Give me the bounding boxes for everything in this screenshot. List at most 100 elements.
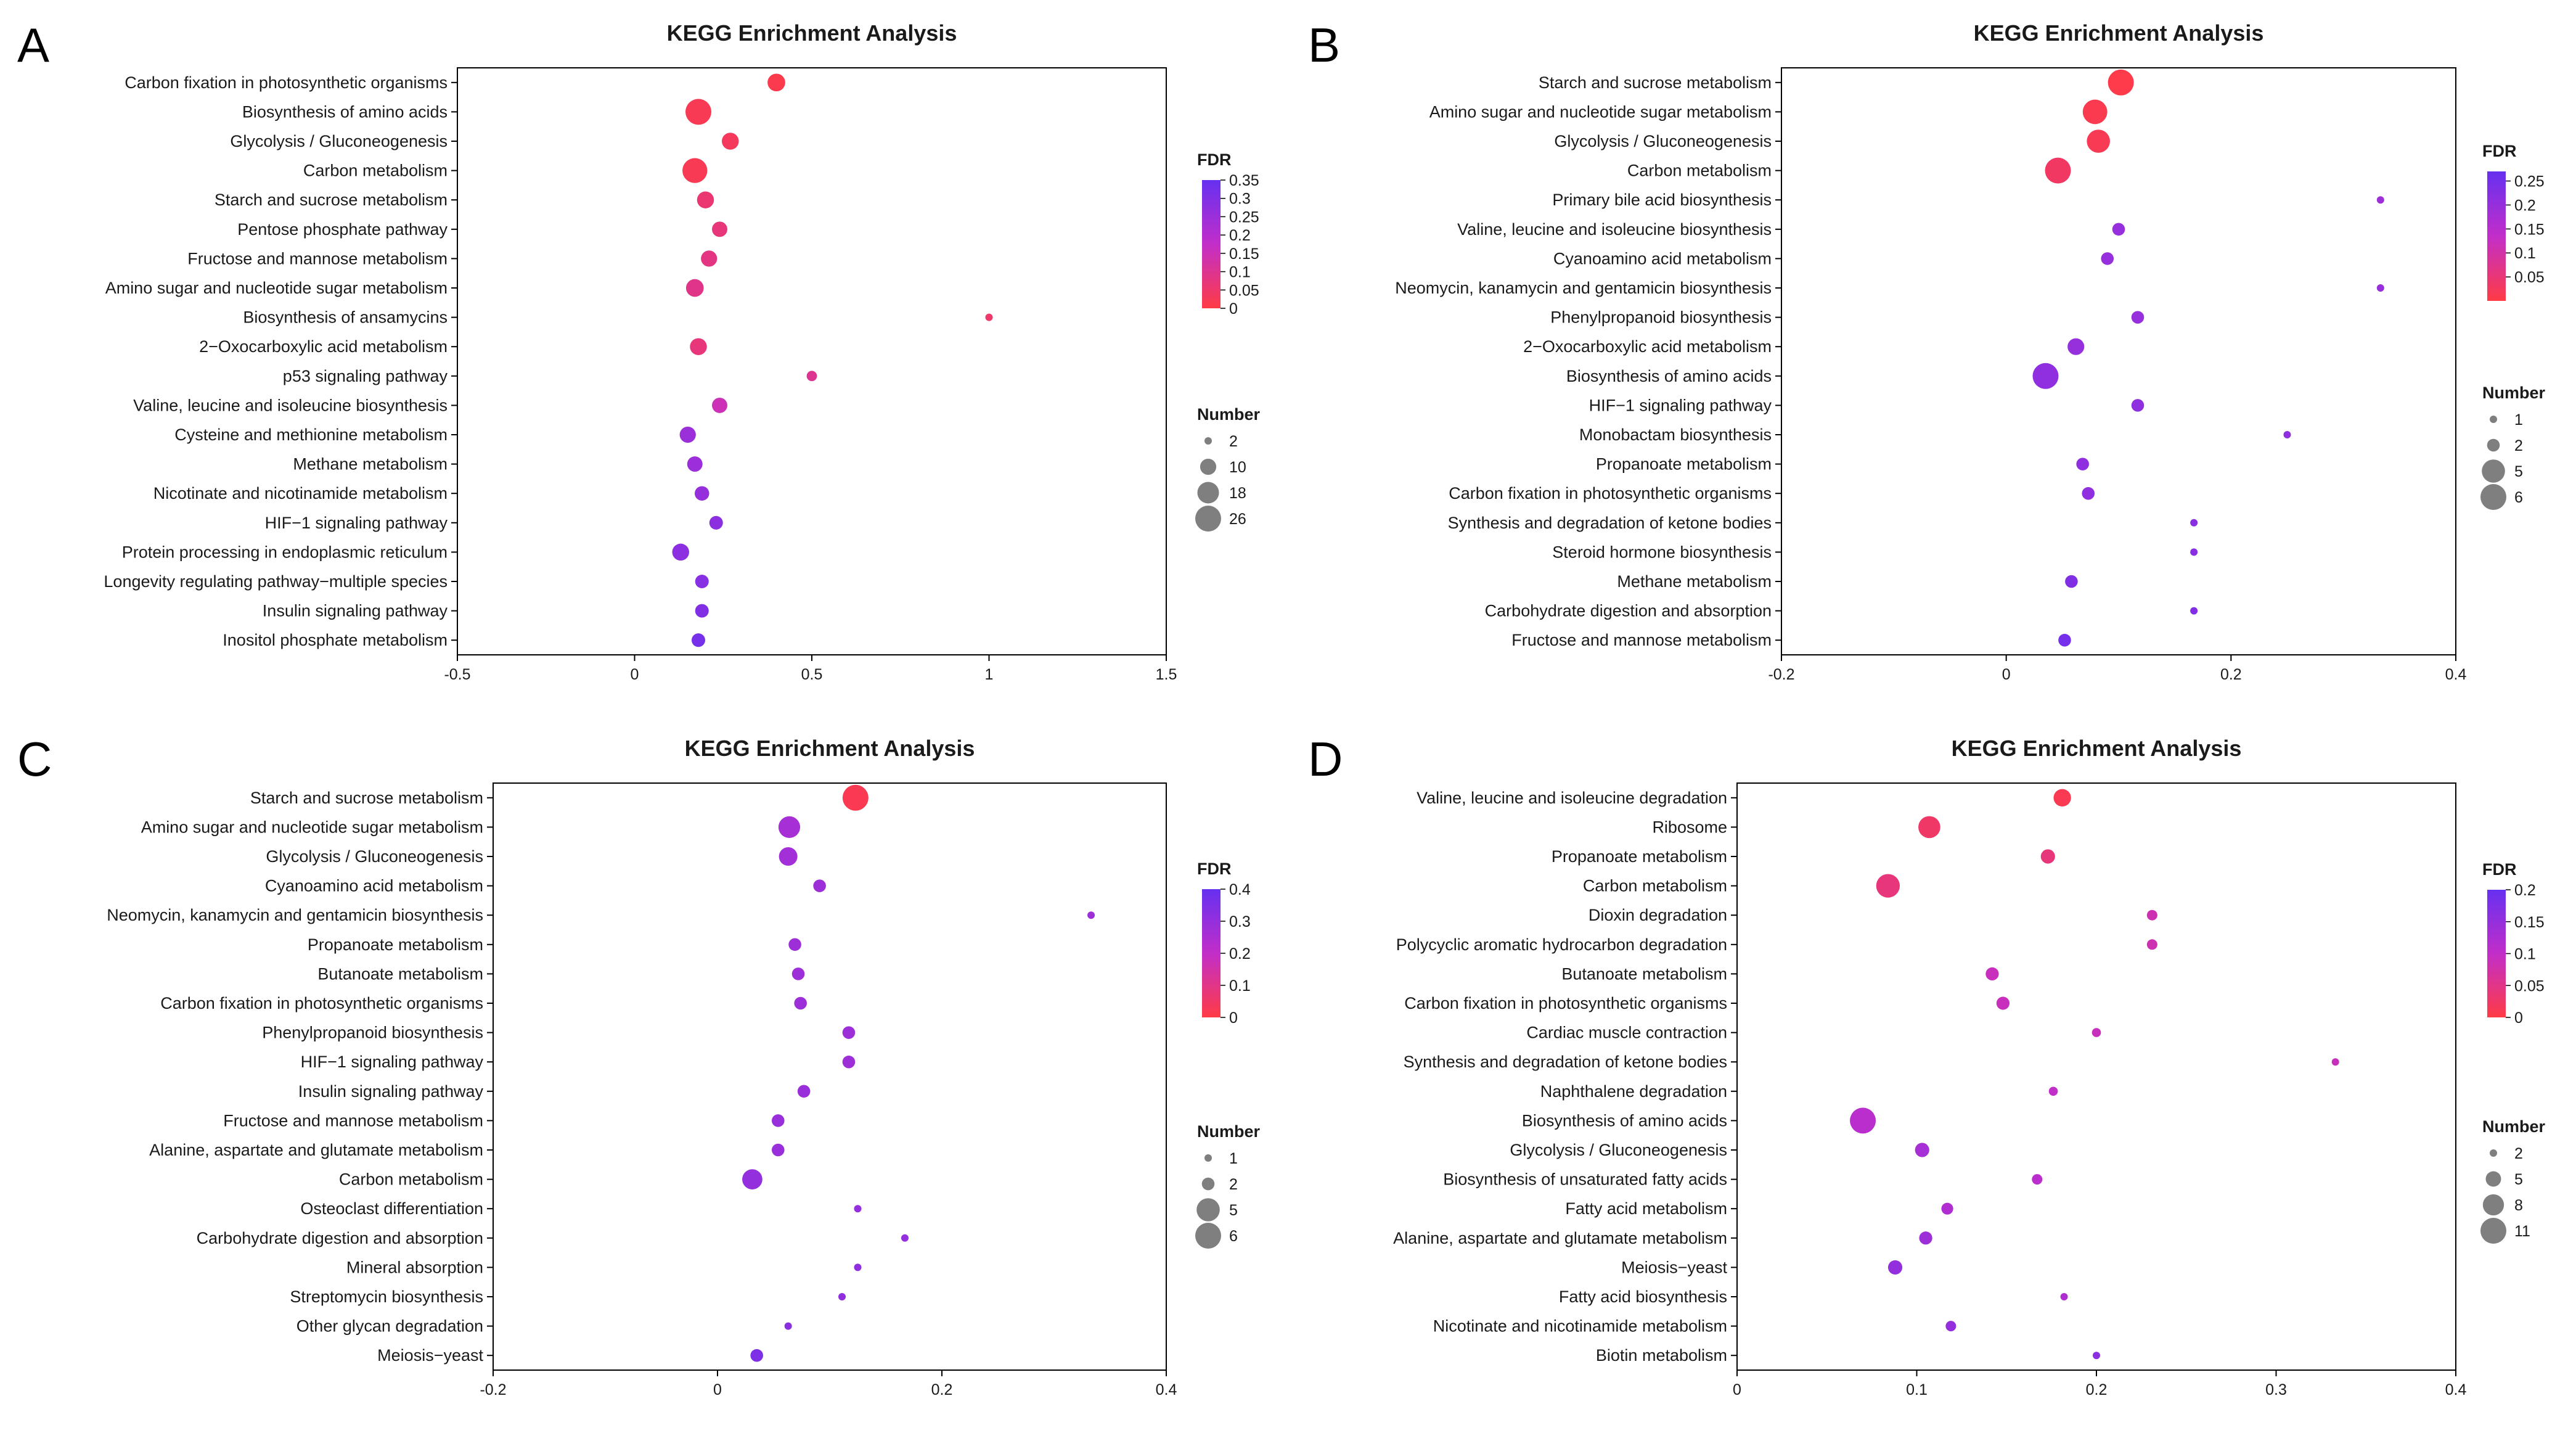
data-point [1850,1107,1876,1134]
fdr-colorbar [2487,171,2506,301]
data-point [842,1055,856,1069]
data-point [687,456,703,472]
category-label: Carbon metabolism [1583,877,1727,895]
data-point [854,1263,862,1271]
x-tick-label: 0.2 [2086,1381,2108,1398]
plot-frame [457,67,1167,655]
size-legend-title: Number [1197,1122,1261,1141]
category-label: Amino sugar and nucleotide sugar metabol… [105,279,448,297]
x-tick-label: 0.5 [801,666,823,683]
data-point [2376,284,2384,292]
data-point [842,1026,856,1039]
category-label: Pentose phosphate pathway [237,220,448,239]
fdr-tick-label: 0.3 [1229,913,1251,930]
data-point [685,99,711,125]
size-legend-label: 5 [2514,1171,2523,1188]
category-label: Valine, leucine and isoleucine biosynthe… [1457,220,1772,239]
fdr-tick-label: 0.2 [2514,882,2536,899]
fdr-tick-label: 0.05 [2514,977,2545,995]
fdr-tick-label: 0.35 [1229,172,1259,189]
category-label: Cysteine and methionine metabolism [174,425,448,444]
category-label: 2−Oxocarboxylic acid metabolism [1523,337,1772,356]
category-label: Amino sugar and nucleotide sugar metabol… [141,818,483,836]
panel-d: D KEGG Enrichment Analysis 0 0.1 0.2 0.3 0.4 Va… [1308,732,2546,1398]
fdr-colorbar [1202,180,1221,308]
data-point [2091,1028,2101,1037]
category-label: Carbon fixation in photosynthetic organi… [1404,994,1727,1012]
data-point [1941,1202,1953,1215]
data-point [2146,909,2157,921]
data-point [838,1293,846,1300]
data-point [2283,431,2291,438]
data-point [2093,1352,2100,1360]
category-label: Meiosis−yeast [377,1346,483,1365]
category-label: Ribosome [1652,818,1727,836]
category-label: Biosynthesis of amino acids [1522,1111,1727,1130]
category-label: Fatty acid metabolism [1565,1199,1727,1218]
data-point [778,816,801,839]
chart-title: KEGG Enrichment Analysis [1952,736,2242,761]
x-tick-label: 0.3 [2265,1381,2287,1398]
data-point [2087,129,2110,153]
size-legend-dot [1197,482,1219,504]
x-tick-label: 0 [1733,1381,1741,1398]
category-label: Propanoate metabolism [1596,455,1772,474]
x-tick-label: 0 [2002,666,2011,683]
panel-c: C KEGG Enrichment Analysis -0.2 0 0.2 0.4 Star… [17,732,1261,1398]
category-label: Cyanoamino acid metabolism [1553,249,1772,268]
data-point [679,426,696,443]
data-point [694,486,709,501]
data-point [1919,1231,1932,1245]
data-point [788,938,801,951]
size-legend-title: Number [1197,405,1261,424]
data-point [2060,1293,2068,1300]
data-point [1876,874,1900,898]
category-label: Biosynthesis of ansamycins [243,308,448,327]
data-point [2146,939,2157,950]
data-point [806,371,817,382]
fdr-tick-label: 0.3 [1229,191,1251,208]
size-legend-dot [2480,484,2506,510]
size-legend-dot [2490,1149,2497,1157]
data-point [2067,338,2085,355]
size-legend-dot [2482,459,2505,483]
fdr-tick-label: 0.25 [1229,208,1259,226]
category-label: Fatty acid biosynthesis [1559,1287,1727,1306]
category-label: Other glycan degradation [296,1317,483,1336]
x-tick-label: 0 [631,666,639,683]
data-point [742,1169,763,1189]
category-label: Amino sugar and nucleotide sugar metabol… [1429,102,1772,121]
size-legend-label: 2 [1229,1176,1238,1193]
fdr-tick-label: 0.25 [2514,173,2545,191]
size-legend-dot [2490,416,2497,423]
category-label: Carbon fixation in photosynthetic organi… [1449,484,1772,503]
fdr-tick-label: 0.1 [1229,264,1251,281]
data-point [2190,548,2198,556]
size-legend-label: 2 [2514,437,2523,454]
category-label: Phenylpropanoid biosynthesis [262,1024,483,1042]
category-label: Cyanoamino acid metabolism [265,877,483,895]
fdr-colorbar [1202,889,1221,1017]
data-point [2058,633,2071,647]
x-tick-label: 0.1 [1906,1381,1928,1398]
data-point [784,1322,792,1330]
category-label: Glycolysis / Gluconeogenesis [1510,1141,1727,1159]
data-point [2131,311,2145,324]
data-point [1918,816,1940,839]
data-point [2376,196,2384,204]
category-label: Glycolysis / Gluconeogenesis [266,847,483,866]
fdr-colorbar [2487,890,2506,1017]
size-legend-label: 18 [1229,485,1246,502]
data-point [2040,849,2055,864]
category-label: p53 signaling pathway [283,367,448,385]
category-label: 2−Oxocarboxylic acid metabolism [199,337,448,356]
data-point [2101,252,2114,265]
category-label: Valine, leucine and isoleucine biosynthe… [133,396,448,414]
fdr-tick-label: 0.4 [1229,881,1251,898]
category-label: Inositol phosphate metabolism [223,631,448,649]
category-label: Starch and sucrose metabolism [1539,73,1772,92]
x-tick-label: 0.2 [2220,666,2242,683]
size-legend-dot [1195,506,1221,532]
x-tick-label: 0.4 [2445,666,2467,683]
